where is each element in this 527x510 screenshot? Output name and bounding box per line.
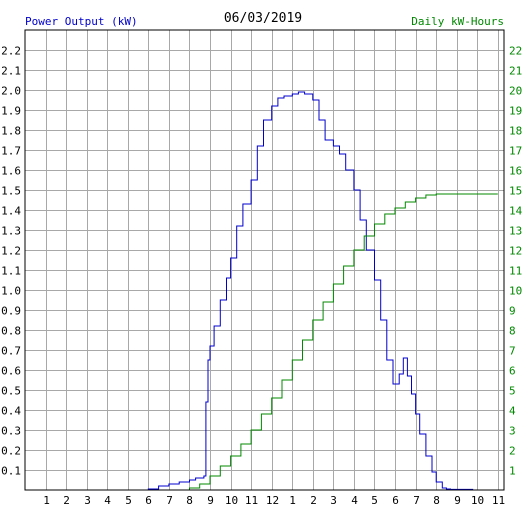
right-tick-label: 15 (509, 185, 522, 198)
energy-series-line (146, 193, 498, 491)
right-tick-label: 17 (509, 145, 522, 158)
series-layer (146, 91, 498, 491)
right-tick-label: 4 (509, 405, 516, 418)
x-tick-label: 1 (43, 494, 50, 507)
right-tick-label: 20 (509, 85, 522, 98)
left-tick-label: 1.4 (1, 205, 21, 218)
x-tick-label: 7 (413, 494, 420, 507)
right-tick-label: 10 (509, 285, 522, 298)
x-tick-label: 4 (104, 494, 111, 507)
left-tick-label: 0.7 (1, 345, 21, 358)
left-tick-label: 1.6 (1, 165, 21, 178)
right-tick-label: 16 (509, 165, 522, 178)
x-tick-label: 10 (225, 494, 238, 507)
left-tick-label: 0.5 (1, 385, 21, 398)
x-tick-label: 4 (351, 494, 358, 507)
right-tick-label: 12 (509, 245, 522, 258)
left-tick-label: 1.0 (1, 285, 21, 298)
x-tick-label: 1 (289, 494, 296, 507)
right-tick-label: 1 (509, 465, 516, 478)
left-tick-label: 1.1 (1, 265, 21, 278)
x-tick-label: 8 (186, 494, 193, 507)
left-tick-label: 1.5 (1, 185, 21, 198)
left-tick-label: 1.2 (1, 245, 21, 258)
left-tick-label: 1.8 (1, 125, 21, 138)
right-tick-label: 18 (509, 125, 522, 138)
right-tick-label: 9 (509, 305, 516, 318)
x-tick-label: 3 (84, 494, 91, 507)
x-tick-label: 9 (207, 494, 214, 507)
left-tick-label: 0.3 (1, 425, 21, 438)
x-tick-label: 11 (492, 494, 505, 507)
x-tick-label: 12 (266, 494, 279, 507)
x-tick-label: 6 (392, 494, 399, 507)
x-tick-label: 9 (454, 494, 461, 507)
right-tick-label: 22 (509, 45, 522, 58)
right-tick-label: 14 (509, 205, 523, 218)
left-tick-label: 0.8 (1, 325, 21, 338)
left-tick-label: 0.2 (1, 445, 21, 458)
right-tick-label: 19 (509, 105, 522, 118)
right-tick-label: 7 (509, 345, 516, 358)
x-tick-label: 11 (245, 494, 258, 507)
x-tick-label: 2 (63, 494, 70, 507)
x-tick-label: 8 (433, 494, 440, 507)
left-tick-label: 2.1 (1, 65, 21, 78)
x-tick-label: 10 (471, 494, 484, 507)
tick-labels: 1 2 3 4 5 6 7 8 9 10 11 12 1 2 3 4 5 6 7 8 9 10 110.1 10.2 20.3 3… (1, 45, 522, 508)
x-tick-label: 3 (330, 494, 337, 507)
right-tick-label: 13 (509, 225, 522, 238)
left-tick-label: 0.1 (1, 465, 21, 478)
left-tick-label: 0.6 (1, 365, 21, 378)
x-tick-label: 6 (145, 494, 152, 507)
x-tick-label: 7 (166, 494, 173, 507)
right-tick-label: 11 (509, 265, 522, 278)
x-tick-label: 5 (125, 494, 132, 507)
power-series-line (146, 91, 474, 491)
right-tick-label: 8 (509, 325, 516, 338)
right-tick-label: 6 (509, 365, 516, 378)
right-tick-label: 5 (509, 385, 516, 398)
right-axis-title: Daily kW-Hours (411, 15, 504, 28)
chart-title: 06/03/2019 (224, 11, 302, 26)
x-tick-label: 2 (310, 494, 317, 507)
right-tick-label: 21 (509, 65, 522, 78)
left-tick-label: 1.3 (1, 225, 21, 238)
x-tick-label: 5 (371, 494, 378, 507)
left-tick-label: 1.9 (1, 105, 21, 118)
left-tick-label: 2.2 (1, 45, 21, 58)
right-tick-label: 3 (509, 425, 516, 438)
left-tick-label: 0.9 (1, 305, 21, 318)
plot-frame (24, 29, 505, 491)
plot-area (25, 30, 504, 490)
left-axis-title: Power Output (kW) (25, 15, 138, 28)
grid-lines (25, 30, 504, 490)
left-tick-label: 2.0 (1, 85, 21, 98)
left-tick-label: 1.7 (1, 145, 21, 158)
left-tick-label: 0.4 (1, 405, 21, 418)
right-tick-label: 2 (509, 445, 516, 458)
